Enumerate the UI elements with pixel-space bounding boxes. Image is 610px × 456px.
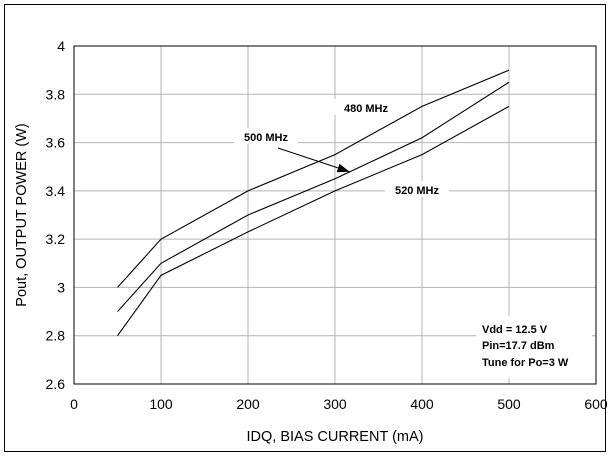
series-label-background [385, 181, 449, 197]
conditions-note: Vdd = 12.5 V Pin=17.7 dBm Tune for Po=3 … [476, 316, 592, 378]
y-tick-label: 3.2 [46, 231, 66, 247]
series-label-background [234, 128, 298, 144]
x-tick-label: 300 [323, 396, 347, 412]
y-tick-label: 3.4 [46, 183, 66, 199]
y-tick-label: 2.8 [46, 328, 66, 344]
y-tick-label: 4 [57, 38, 65, 54]
conditions-note-line-3: Tune for Po=3 W [482, 357, 569, 369]
y-tick-label: 3 [57, 279, 65, 295]
tick-layer: 0 100 200 300 400 500 600 2.6 2.8 3 3.2 3.4 3.6 3.8 4 [46, 38, 608, 412]
x-tick-label: 400 [410, 396, 434, 412]
series-label-background [334, 99, 398, 115]
plot-area-border [73, 45, 597, 385]
series-label-1: 480 MHz [344, 103, 389, 115]
x-tick-label: 500 [497, 396, 521, 412]
series-label-layer: 480 MHz 500 MHz 520 MHz [234, 99, 449, 197]
series-label-2: 500 MHz [244, 132, 289, 144]
series-layer [117, 69, 510, 337]
leader-arrowhead [336, 163, 350, 173]
y-tick-label: 3.6 [46, 135, 66, 151]
x-tick-label: 600 [584, 396, 608, 412]
conditions-note-background [476, 316, 592, 378]
x-tick-label: 0 [70, 396, 78, 412]
y-tick-label: 3.8 [46, 86, 66, 102]
series-line-1 [117, 69, 510, 288]
x-tick-label: 200 [236, 396, 260, 412]
series-label-3: 520 MHz [395, 185, 440, 197]
x-axis-label: IDQ, BIAS CURRENT (mA) [247, 429, 424, 445]
y-tick-label: 2.6 [46, 376, 66, 392]
series-line-3 [117, 105, 510, 337]
conditions-note-line-2: Pin=17.7 dBm [482, 340, 555, 352]
y-axis-label: Pout, OUTPUT POWER (W) [14, 123, 30, 306]
conditions-note-line-1: Vdd = 12.5 V [482, 324, 548, 336]
leader-line [277, 147, 350, 173]
series-line-2 [117, 81, 510, 312]
x-tick-label: 100 [149, 396, 173, 412]
